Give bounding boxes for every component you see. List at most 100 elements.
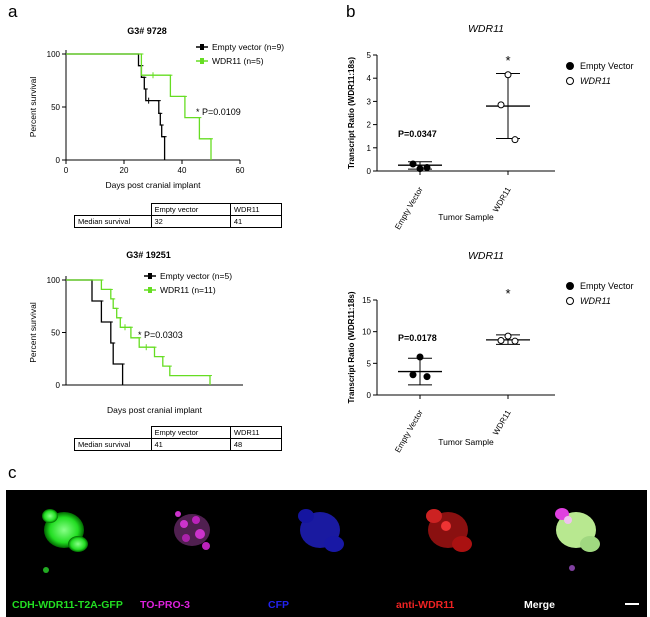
microscopy-label-antiwdr11: anti-WDR11: [396, 599, 455, 611]
median-survival-table-2: Empty vector WDR11 Median survival 41 48: [74, 426, 283, 451]
data-point: [497, 337, 505, 345]
y-tick-label: 4: [367, 74, 372, 83]
x-tick-label: 60: [236, 166, 245, 175]
microscopy-panel-cfp: CFP: [262, 490, 390, 617]
legend-marker: [566, 77, 574, 85]
y-tick-label: 0: [56, 381, 61, 390]
y-tick-label: 100: [47, 50, 61, 59]
median-survival-table-1: Empty vector WDR11 Median survival 32 41: [74, 203, 283, 228]
microscopy-panel-gfp: CDH-WDR11-T2A-GFP: [6, 490, 134, 617]
y-tick-label: 3: [367, 97, 372, 106]
microscopy-label-topro: TO-PRO-3: [140, 599, 190, 611]
table-cell: 32: [150, 215, 231, 228]
x-tick-label: WDR11: [491, 408, 513, 437]
y-tick-label: 5: [367, 51, 372, 60]
table-header: WDR11: [229, 203, 283, 216]
data-point: [511, 136, 519, 144]
x-tick-label: 40: [178, 166, 187, 175]
table-header: Empty vector: [150, 426, 231, 439]
legend-label: Empty vector (n=9): [212, 42, 284, 52]
panel-label-c: c: [8, 463, 17, 482]
data-point: [423, 373, 431, 381]
y-tick-label: 0: [367, 167, 372, 176]
legend-marker: [200, 44, 204, 50]
x-tick-label: 0: [64, 166, 69, 175]
y-tick-label: 100: [47, 276, 61, 285]
microscopy-panel-merge: Merge: [518, 490, 647, 617]
chart-title: WDR11: [468, 23, 504, 35]
data-point: [504, 332, 512, 340]
significance-star: *: [505, 286, 510, 301]
data-point: [409, 160, 417, 168]
y-tick-label: 10: [362, 328, 371, 337]
gfp-image: [42, 509, 88, 573]
topro-image: [174, 511, 210, 550]
legend-label: WDR11 (n=11): [160, 285, 216, 295]
chart-title: WDR11: [468, 250, 504, 262]
survival-curve: [66, 53, 212, 160]
x-axis-label: Tumor Sample: [438, 212, 494, 222]
data-point: [497, 101, 505, 109]
y-axis-label: Percent survival: [28, 77, 38, 138]
survival-curve: [66, 279, 124, 385]
scale-bar: [625, 603, 639, 605]
data-point: [409, 371, 417, 379]
legend-marker: [148, 273, 152, 279]
table-row-label: Median survival: [74, 215, 152, 228]
table-header: WDR11: [229, 426, 283, 439]
table-header: Empty vector: [150, 203, 231, 216]
data-point: [416, 353, 424, 361]
legend-label: Empty Vector: [580, 61, 634, 71]
data-point: [423, 164, 431, 172]
p-value-annotation: * P=0.0303: [138, 330, 183, 340]
data-point: [504, 71, 512, 79]
legend-marker: [148, 287, 152, 293]
cfp-image: [298, 509, 344, 552]
microscopy-label-merge: Merge: [524, 599, 555, 611]
panel-label-a: a: [8, 2, 18, 21]
legend-marker: [566, 282, 574, 290]
microscopy-panel-antiwdr11: anti-WDR11: [390, 490, 518, 617]
y-tick-label: 5: [367, 359, 372, 368]
legend-label: Empty Vector: [580, 281, 634, 291]
x-axis-label: Tumor Sample: [438, 437, 494, 447]
x-tick-label: WDR11: [491, 185, 513, 214]
table-cell: 41: [150, 438, 231, 451]
merge-image: [555, 508, 600, 571]
legend-label: WDR11: [580, 76, 611, 86]
data-point: [416, 165, 424, 173]
x-axis-label: Days post cranial implant: [106, 180, 202, 190]
table-header-blank: [74, 203, 152, 216]
y-tick-label: 0: [367, 391, 372, 400]
y-axis-label: Percent survival: [28, 302, 38, 363]
antiwdr11-image: [426, 509, 472, 552]
table-header-blank: [74, 426, 152, 439]
x-tick-label: Empty Vector: [393, 408, 425, 454]
y-axis-label: Transcript Ratio (WDR11:18s): [347, 291, 356, 403]
p-value-annotation: P=0.0178: [398, 333, 437, 343]
microscopy-strip: CDH-WDR11-T2A-GFP TO-PRO-3 CFP anti-WDR1…: [6, 490, 647, 617]
legend-label: Empty vector (n=5): [160, 271, 232, 281]
p-value-annotation: * P=0.0109: [196, 107, 241, 117]
y-tick-label: 15: [362, 296, 371, 305]
table-cell: 41: [229, 215, 283, 228]
y-axis-label: Transcript Ratio (WDR11:18s): [347, 57, 356, 169]
microscopy-panel-topro: TO-PRO-3: [134, 490, 262, 617]
y-tick-label: 2: [367, 121, 372, 130]
chart-title: G3# 19251: [126, 250, 171, 260]
table-cell: 48: [229, 438, 283, 451]
legend-marker: [566, 297, 574, 305]
legend-label: WDR11 (n=5): [212, 56, 264, 66]
x-axis-label: Days post cranial implant: [107, 405, 203, 415]
legend-marker: [566, 62, 574, 70]
p-value-annotation: P=0.0347: [398, 129, 437, 139]
microscopy-label-cfp: CFP: [268, 599, 289, 611]
significance-star: *: [505, 53, 510, 68]
legend-label: WDR11: [580, 296, 611, 306]
microscopy-label-gfp: CDH-WDR11-T2A-GFP: [12, 599, 123, 611]
x-tick-label: 20: [120, 166, 129, 175]
chart-title: G3# 9728: [127, 26, 167, 36]
survival-curve: [66, 53, 166, 160]
y-tick-label: 1: [367, 144, 372, 153]
